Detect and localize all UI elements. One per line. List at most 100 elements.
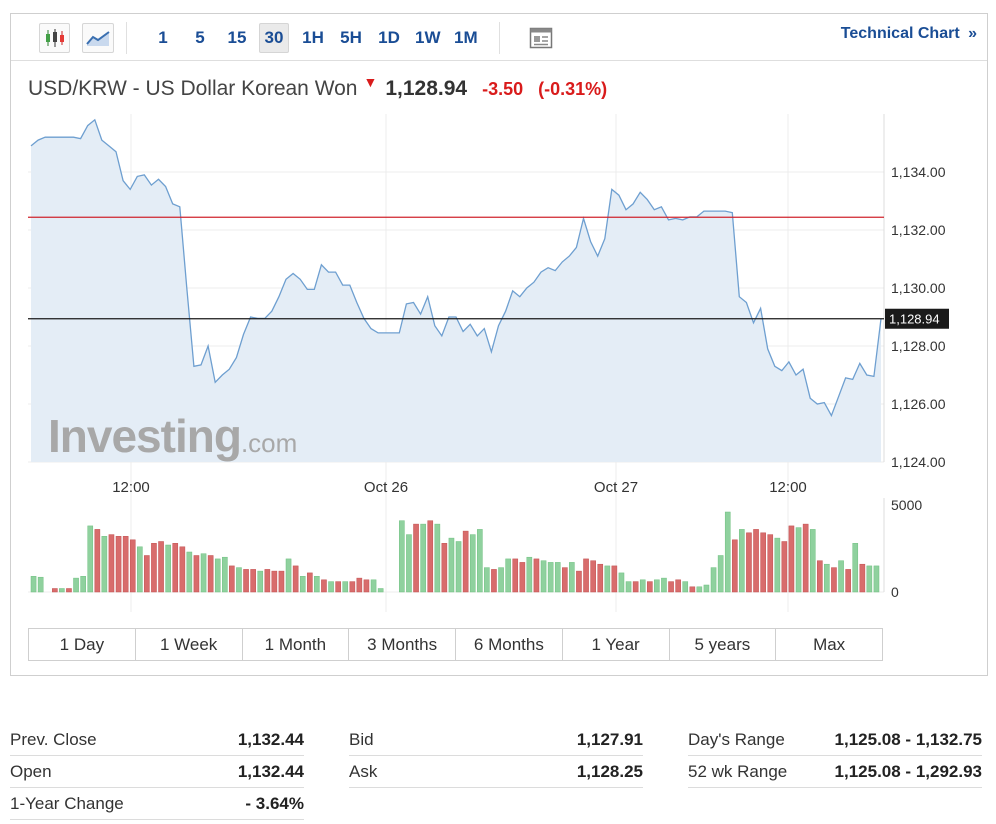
volume-bar bbox=[264, 569, 271, 593]
volume-bar bbox=[321, 579, 327, 593]
stat-days-range: Day's Range 1,125.08 - 1,132.75 bbox=[688, 724, 982, 756]
volume-bar bbox=[250, 569, 256, 593]
timeframe-15[interactable]: 15 bbox=[227, 28, 247, 47]
volume-bar bbox=[774, 537, 781, 593]
timeframe-1w[interactable]: 1W bbox=[415, 28, 441, 47]
range-6-months[interactable]: 6 Months bbox=[456, 629, 563, 660]
volume-bar bbox=[760, 532, 766, 593]
volume-bar bbox=[668, 581, 674, 593]
volume-bar bbox=[498, 567, 504, 593]
y-tick-label: 1,132.00 bbox=[891, 222, 946, 238]
price-chart[interactable]: 1,134.00 1,132.00 1,130.00 1,128.00 1,126.00… bbox=[11, 14, 987, 614]
pair-name: USD/KRW - US Dollar Korean Won bbox=[28, 77, 358, 100]
volume-bar bbox=[625, 581, 632, 593]
volume-axis-label: 0 bbox=[891, 584, 899, 600]
last-price: 1,128.94 bbox=[385, 77, 468, 100]
volume-bar bbox=[434, 523, 441, 593]
volume-bar bbox=[484, 567, 490, 593]
down-arrow-icon: ▼ bbox=[363, 74, 378, 90]
timeframe-1d[interactable]: 1D bbox=[378, 28, 400, 47]
stat-open: Open 1,132.44 bbox=[10, 756, 304, 788]
volume-bar bbox=[137, 546, 143, 593]
volume-bar bbox=[795, 527, 802, 593]
last-price-tag-label: 1,128.94 bbox=[889, 312, 940, 327]
volume-bar bbox=[831, 567, 837, 593]
volume-bar bbox=[519, 562, 526, 593]
volume-bar bbox=[413, 523, 419, 593]
price-change-percent: (-0.31%) bbox=[538, 79, 608, 99]
timeframe-5h[interactable]: 5H bbox=[340, 28, 362, 47]
timeframe-30[interactable]: 30 bbox=[259, 23, 289, 53]
volume-bar bbox=[526, 556, 533, 593]
volume-bar bbox=[236, 567, 242, 593]
price-area bbox=[31, 119, 881, 463]
range-max[interactable]: Max bbox=[776, 629, 882, 660]
volume-bar bbox=[207, 555, 214, 593]
news-toggle-button[interactable] bbox=[527, 23, 555, 53]
investing-logo: Investing.com bbox=[48, 410, 298, 462]
volume-bar bbox=[285, 558, 292, 593]
y-tick-label: 1,126.00 bbox=[891, 396, 946, 412]
x-tick-label: Oct 27 bbox=[594, 479, 638, 496]
candlestick-icon bbox=[45, 29, 64, 47]
volume-bar bbox=[654, 579, 660, 593]
volume-bar bbox=[682, 581, 689, 593]
range-1-year[interactable]: 1 Year bbox=[562, 629, 670, 660]
range-1-day[interactable]: 1 Day bbox=[29, 629, 136, 660]
volume-bar bbox=[101, 536, 108, 593]
technical-chart-label: Technical Chart bbox=[840, 25, 960, 42]
line-chart-button[interactable] bbox=[82, 23, 114, 53]
volume-bar bbox=[314, 576, 320, 593]
y-tick-label: 1,124.00 bbox=[891, 454, 946, 470]
volume-bar bbox=[540, 560, 547, 593]
volume-bar bbox=[370, 579, 377, 593]
volume-bar bbox=[399, 520, 405, 593]
volume-bar bbox=[689, 586, 696, 593]
volume-bar bbox=[569, 562, 575, 593]
volume-bar bbox=[73, 577, 79, 593]
volume-bar bbox=[618, 572, 625, 593]
stat-52wk-range: 52 wk Range 1,125.08 - 1,292.93 bbox=[688, 756, 982, 788]
volume-bar bbox=[597, 563, 604, 593]
volume-bar bbox=[328, 581, 334, 593]
range-5-years[interactable]: 5 years bbox=[669, 629, 777, 660]
candlestick-chart-button[interactable] bbox=[39, 23, 70, 53]
technical-chart-link[interactable]: Technical Chart » bbox=[841, 25, 977, 43]
volume-bar bbox=[739, 529, 745, 593]
y-tick-label: 1,128.00 bbox=[891, 338, 946, 354]
volume-bar bbox=[647, 581, 653, 593]
volume-bar bbox=[477, 529, 483, 593]
timeframe-1[interactable]: 1 bbox=[158, 28, 168, 47]
range-1-month[interactable]: 1 Month bbox=[242, 629, 350, 660]
range-1-week[interactable]: 1 Week bbox=[135, 629, 243, 660]
volume-bar bbox=[746, 532, 752, 593]
timeframe-1m[interactable]: 1M bbox=[454, 28, 478, 47]
volume-bar bbox=[243, 569, 249, 593]
toolbar-separator bbox=[126, 22, 127, 54]
volume-bar bbox=[724, 511, 731, 593]
volume-bar bbox=[193, 555, 200, 593]
volume-bar bbox=[441, 543, 448, 593]
timeframe-5[interactable]: 5 bbox=[195, 28, 205, 47]
volume-bar bbox=[80, 576, 86, 593]
volume-bar bbox=[299, 576, 306, 593]
volume-bar bbox=[229, 565, 235, 593]
x-tick-label: 12:00 bbox=[769, 479, 807, 496]
stat-1-year-change: 1-Year Change - 3.64% bbox=[10, 788, 304, 820]
volume-bar bbox=[30, 576, 37, 593]
volume-bar bbox=[661, 577, 667, 593]
timeframe-1h[interactable]: 1H bbox=[302, 28, 324, 47]
volume-bar bbox=[278, 570, 285, 593]
volume-bar bbox=[491, 569, 497, 593]
volume-bar bbox=[129, 539, 136, 593]
volume-bar bbox=[349, 581, 356, 593]
volume-bar bbox=[158, 541, 164, 593]
price-change: -3.50 bbox=[482, 79, 524, 99]
volume-bar bbox=[852, 543, 859, 593]
volume-bar bbox=[37, 576, 44, 593]
quote-stats: Prev. Close 1,132.44 Open 1,132.44 1-Yea… bbox=[10, 724, 986, 820]
range-selector: 1 Day 1 Week 1 Month 3 Months 6 Months 1… bbox=[28, 628, 883, 661]
volume-bar bbox=[469, 534, 476, 593]
range-3-months[interactable]: 3 Months bbox=[349, 629, 456, 660]
volume-bar bbox=[342, 581, 349, 593]
